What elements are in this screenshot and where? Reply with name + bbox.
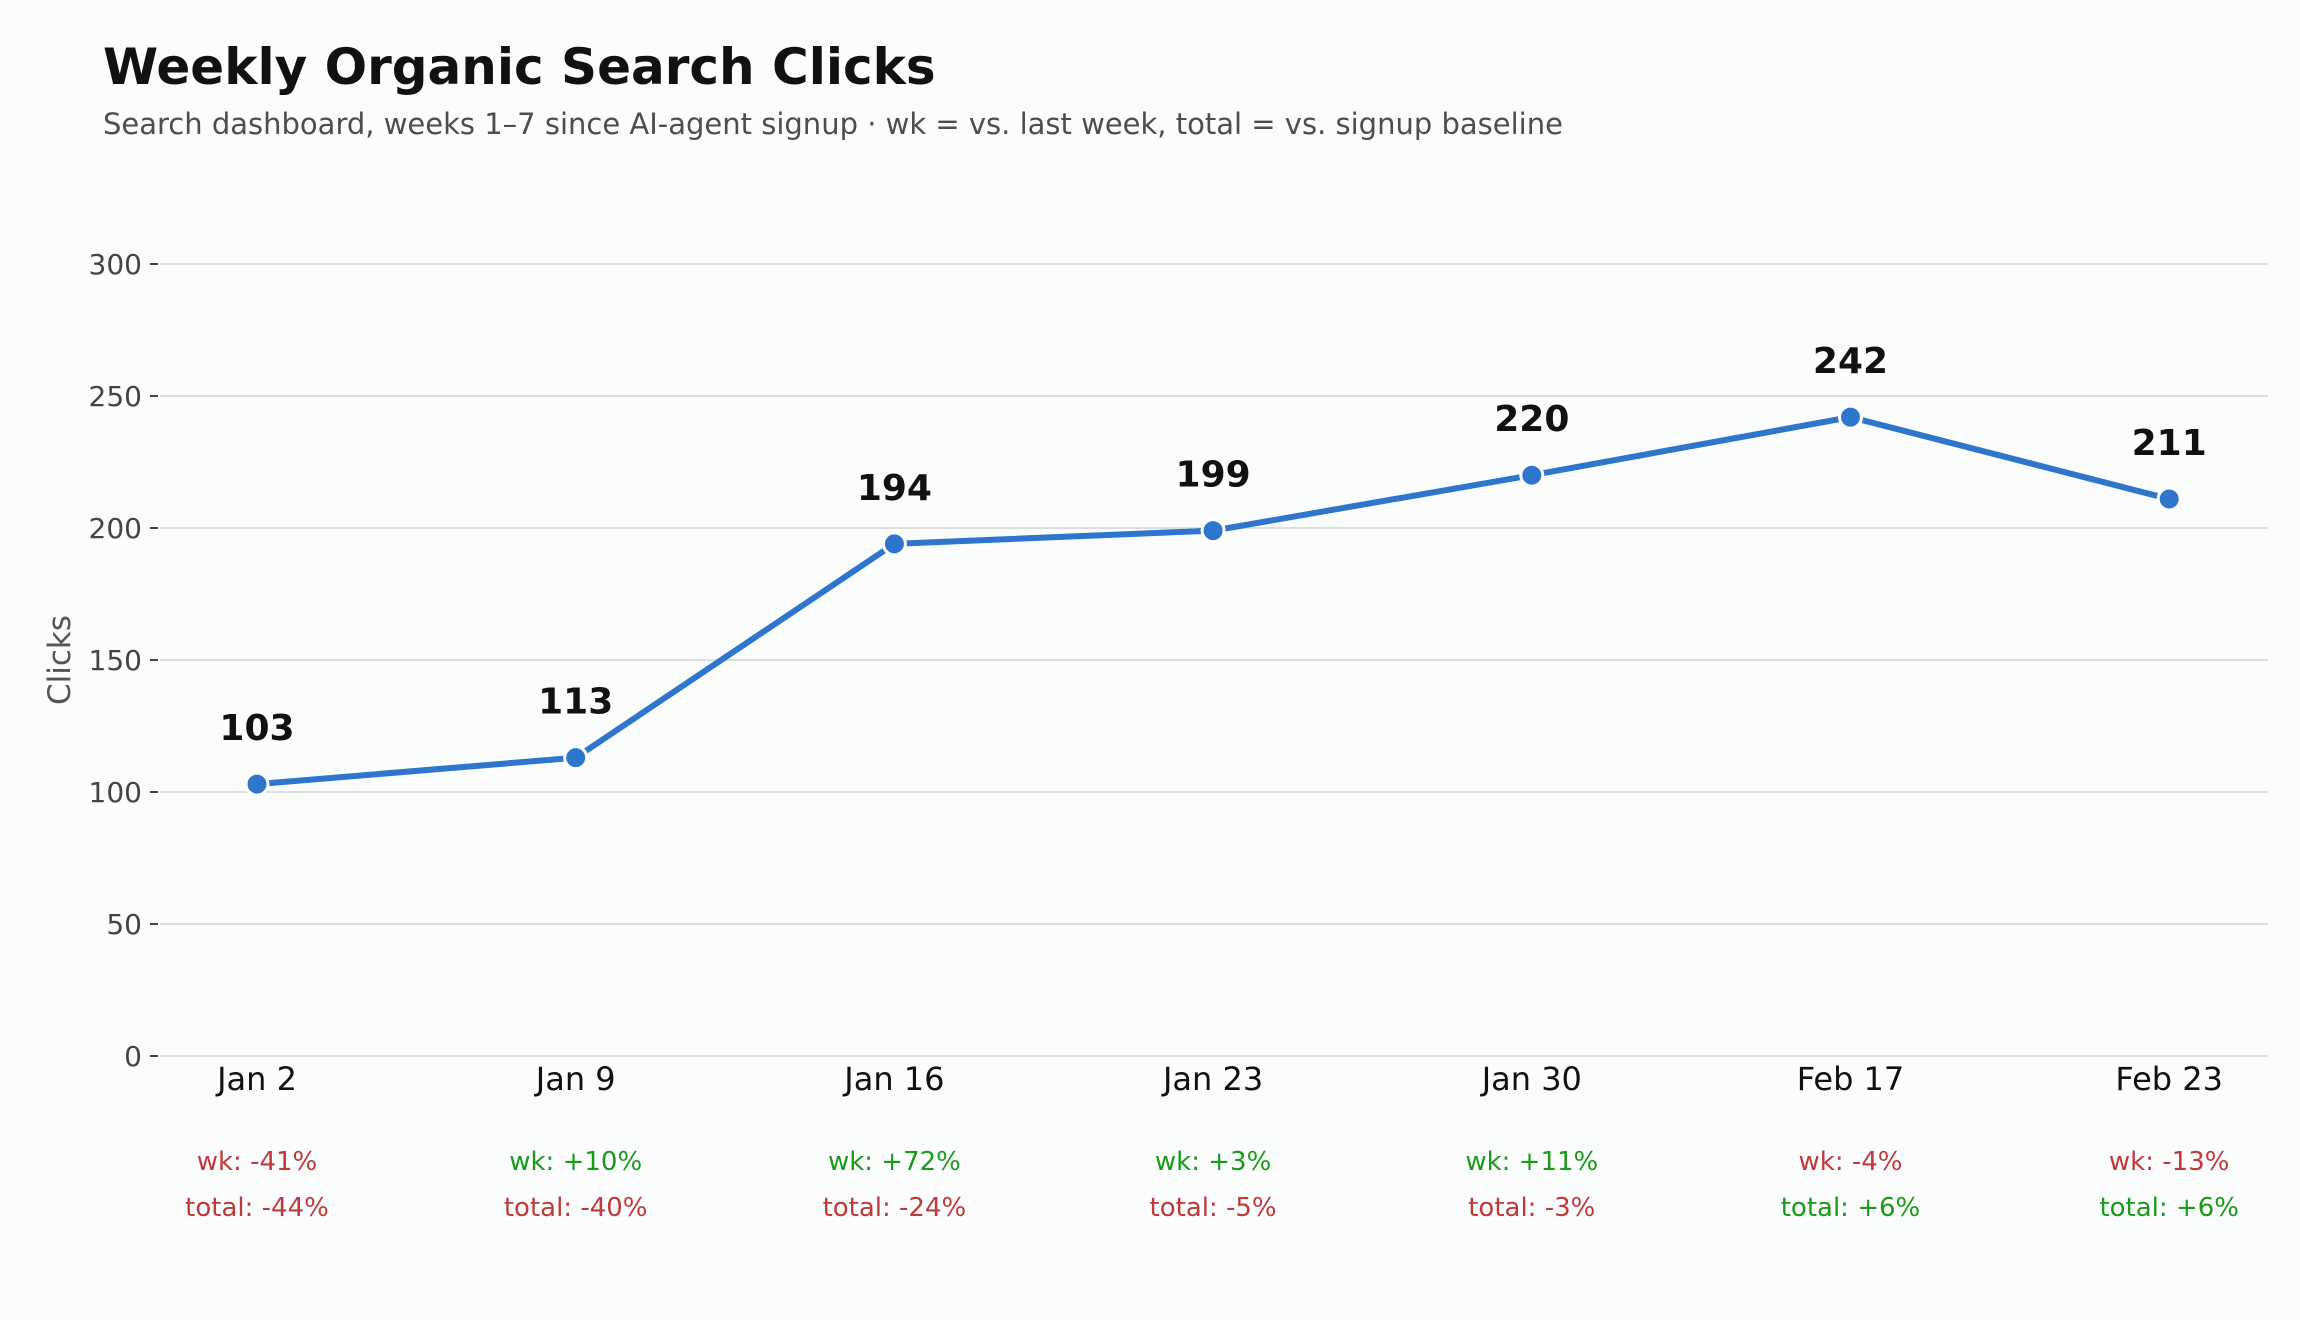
grid-lines [160, 263, 2268, 1057]
y-tick-label: 0 [124, 1040, 142, 1073]
y-tick-label: 300 [89, 248, 142, 281]
data-label: 242 [1813, 341, 1888, 382]
wk-change-label: wk: -4% [1799, 1147, 1903, 1177]
data-point [244, 771, 270, 797]
data-label: 199 [1176, 455, 1251, 496]
wk-change-label: wk: -13% [2109, 1147, 2230, 1177]
data-point [563, 745, 589, 771]
data-label: 220 [1494, 399, 1569, 440]
data-point [881, 531, 907, 557]
x-tick-label: Jan 30 [1480, 1060, 1582, 1098]
data-label: 103 [219, 708, 294, 749]
chart-title: Weekly Organic Search Clicks [103, 38, 936, 96]
data-point [1838, 404, 1863, 430]
x-tick-label: Jan 16 [842, 1060, 944, 1098]
y-tick-label: 100 [89, 776, 142, 809]
wk-change-label: wk: +3% [1155, 1147, 1271, 1177]
chart-subtitle: Search dashboard, weeks 1–7 since AI-age… [103, 107, 1563, 141]
x-tick-label: Jan 23 [1161, 1060, 1263, 1098]
total-change-label: total: +6% [2099, 1193, 2239, 1223]
y-tick-label: 200 [89, 512, 142, 545]
y-axis: 0 50 100 150 200 250 300 [89, 248, 158, 1073]
data-point [2156, 486, 2182, 512]
x-axis: Jan 2 Jan 9 Jan 16 Jan 23 Jan 30 Feb 17 Feb 23 [215, 1060, 2223, 1098]
data-points [244, 404, 2182, 797]
data-label: 211 [2132, 423, 2207, 464]
wk-change-label: wk: +10% [509, 1147, 642, 1177]
data-point [1519, 462, 1545, 488]
y-tick-label: 250 [89, 380, 142, 413]
x-tick-label: Feb 23 [2115, 1060, 2223, 1098]
y-tick-label: 150 [89, 644, 142, 677]
total-change-label: total: -24% [823, 1193, 967, 1223]
y-tick-label: 50 [106, 908, 142, 941]
data-labels: 103 113 194 199 220 242 211 [219, 341, 2206, 749]
data-point [1200, 518, 1226, 544]
x-tick-label: Jan 9 [534, 1060, 616, 1098]
total-change-label: total: -44% [185, 1193, 329, 1223]
wk-change-label: wk: -41% [197, 1147, 318, 1177]
total-change-label: total: +6% [1781, 1193, 1921, 1223]
total-change-label: total: -40% [504, 1193, 648, 1223]
change-annotations: wk: -41% total: -44% wk: +10% total: -40% wk… [185, 1147, 2239, 1223]
x-tick-label: Jan 2 [215, 1060, 297, 1098]
wk-change-label: wk: +11% [1465, 1147, 1598, 1177]
data-label: 194 [857, 468, 932, 509]
total-change-label: total: -3% [1468, 1193, 1595, 1223]
total-change-label: total: -5% [1150, 1193, 1277, 1223]
x-tick-label: Feb 17 [1797, 1060, 1905, 1098]
data-label: 113 [538, 682, 613, 723]
y-axis-label: Clicks [42, 615, 78, 705]
wk-change-label: wk: +72% [828, 1147, 961, 1177]
